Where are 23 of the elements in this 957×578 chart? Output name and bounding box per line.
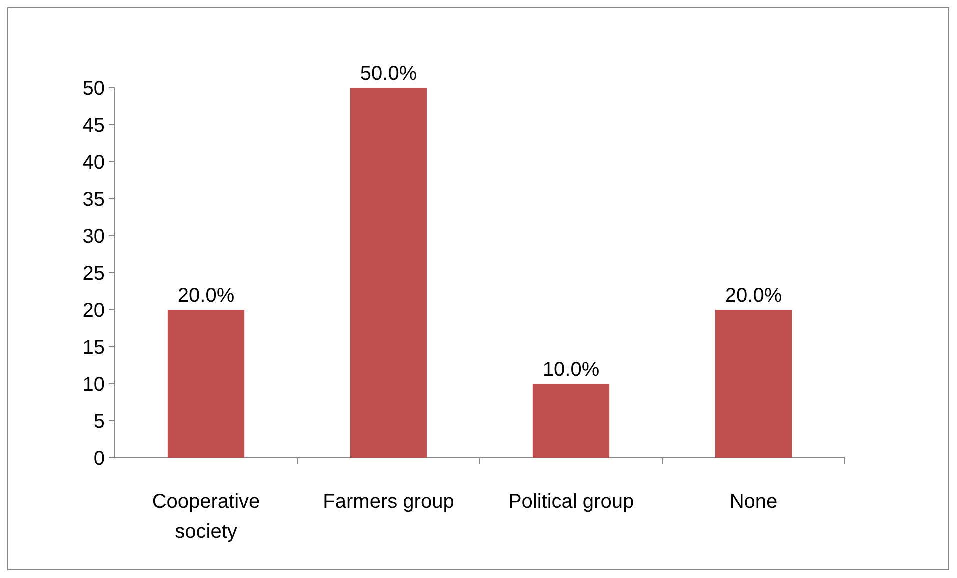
- y-tick-label: 0: [94, 448, 105, 470]
- y-tick-label: 30: [82, 226, 105, 248]
- y-tick-label: 25: [82, 263, 105, 285]
- y-tick-label: 5: [94, 411, 105, 433]
- bar: [532, 384, 610, 458]
- y-tick-label: 45: [82, 115, 105, 137]
- bar: [168, 310, 245, 458]
- data-label: 10.0%: [542, 359, 600, 381]
- x-tick-label: None: [730, 491, 778, 513]
- data-label: 20.0%: [725, 285, 782, 307]
- data-label: 20.0%: [178, 285, 235, 307]
- data-label: 50.0%: [360, 63, 418, 85]
- bar: [715, 310, 792, 458]
- x-tick-label: Farmers group: [323, 491, 454, 513]
- y-tick-label: 35: [82, 189, 105, 211]
- y-tick-label: 10: [82, 374, 105, 396]
- x-tick-label: Cooperative society: [152, 491, 260, 543]
- y-tick-label: 15: [82, 337, 105, 359]
- y-tick-label: 20: [82, 300, 105, 322]
- y-tick-label: 40: [82, 152, 105, 174]
- x-tick-label: Political group: [508, 491, 634, 513]
- bar: [350, 88, 428, 458]
- y-tick-label: 50: [82, 78, 105, 100]
